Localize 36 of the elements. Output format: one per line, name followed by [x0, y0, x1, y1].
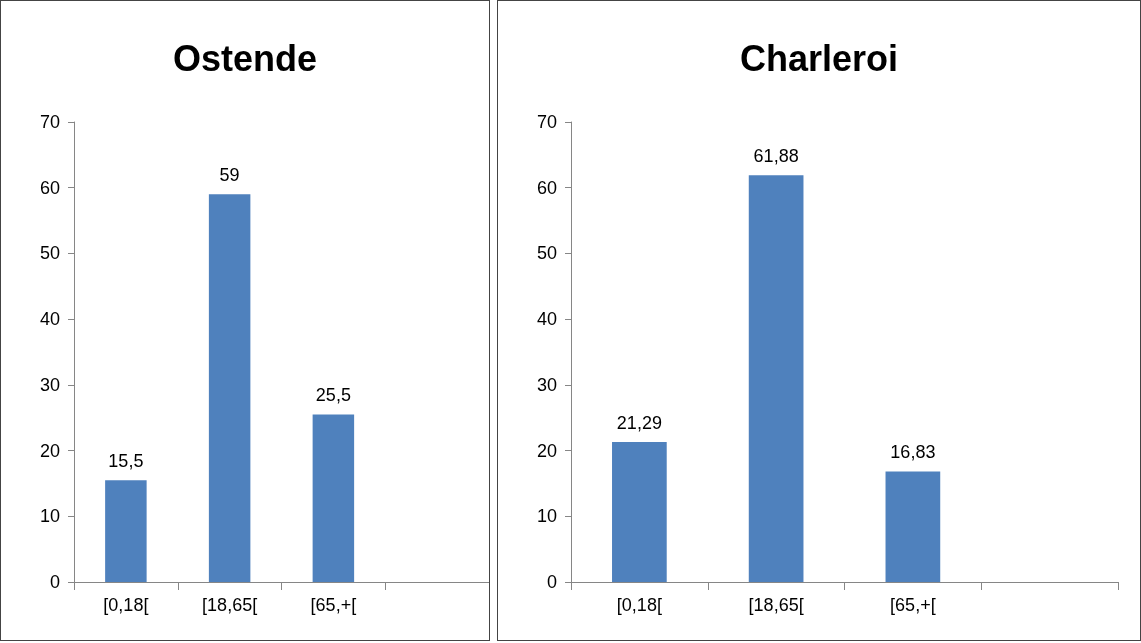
y-tick-label: 30 [39, 374, 60, 395]
x-tick-label: [65,+[ [890, 595, 936, 615]
y-tick-label: 60 [536, 177, 557, 198]
y-tick-label: 10 [536, 506, 557, 527]
bar [105, 480, 147, 582]
data-label: 61,88 [753, 146, 799, 167]
y-tick-label: 30 [536, 374, 557, 395]
data-label: 59 [219, 165, 240, 186]
data-label: 21,29 [616, 413, 662, 434]
y-tick-label: 50 [536, 243, 557, 264]
y-tick-label: 20 [536, 440, 557, 461]
y-tick-label: 10 [39, 506, 60, 527]
y-tick-label: 20 [39, 440, 60, 461]
bar [312, 414, 355, 582]
y-tick-label: 0 [49, 572, 60, 592]
y-tick-label: 70 [39, 112, 60, 132]
x-tick-label: [0,18[ [616, 595, 662, 615]
y-tick-label: 60 [39, 177, 60, 198]
y-tick-label: 50 [39, 243, 60, 264]
y-tick-label: 0 [546, 572, 557, 592]
y-tick-label: 70 [536, 112, 557, 132]
bar [748, 175, 804, 582]
y-tick-label: 40 [536, 309, 557, 330]
bar [885, 471, 941, 582]
data-label: 16,83 [890, 442, 936, 463]
y-tick-label: 40 [39, 309, 60, 330]
bar [612, 442, 667, 582]
data-label: 15,5 [108, 451, 144, 472]
bar [208, 194, 251, 582]
x-tick-label: [0,18[ [103, 595, 149, 615]
data-label: 25,5 [315, 385, 351, 406]
x-tick-label: [18,65[ [202, 595, 258, 615]
x-tick-label: [65,+[ [310, 595, 357, 615]
chart-title: Charleroi [739, 37, 899, 79]
chart-title: Ostende [172, 37, 318, 79]
x-tick-label: [18,65[ [748, 595, 804, 615]
